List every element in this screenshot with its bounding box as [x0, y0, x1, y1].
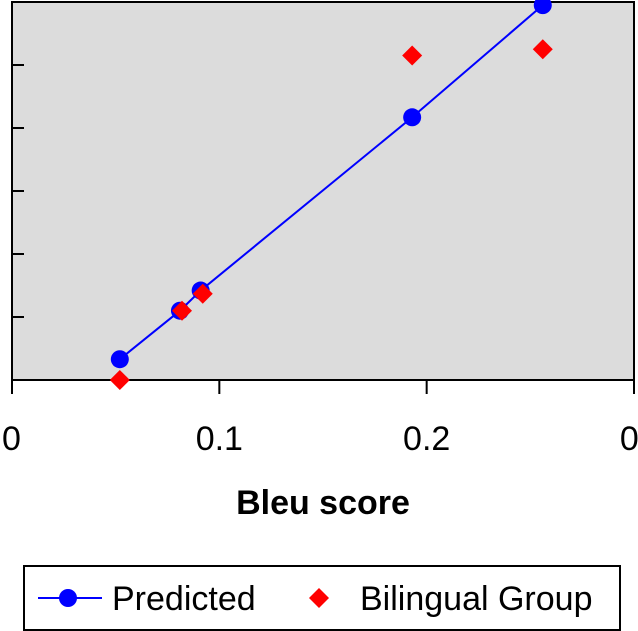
bilingual-group-point	[192, 283, 213, 304]
legend-predicted-marker	[59, 589, 77, 607]
predicted-point	[110, 350, 129, 369]
predicted-point	[403, 108, 422, 127]
x-tick-label: 0	[2, 420, 21, 458]
bilingual-group-point	[402, 45, 423, 66]
legend: Predicted Bilingual Group	[23, 565, 621, 631]
bilingual-group-point	[109, 370, 130, 390]
legend-predicted-label: Predicted	[112, 580, 256, 618]
bilingual-group-point	[172, 300, 193, 321]
x-tick-label: 0.1	[196, 420, 243, 458]
bilingual-group-point	[532, 39, 553, 60]
x-axis-title: Bleu score	[236, 484, 410, 522]
y-axis	[12, 1, 24, 381]
legend-bilingual-marker	[309, 588, 329, 608]
x-tick-label: 0.	[620, 420, 638, 458]
legend-bilingual-label: Bilingual Group	[360, 580, 592, 618]
predicted-point	[533, 0, 552, 15]
x-tick-label: 0.2	[403, 420, 450, 458]
x-axis: 0 0.1 0.2 0.	[2, 380, 638, 458]
series-layer	[109, 0, 553, 390]
